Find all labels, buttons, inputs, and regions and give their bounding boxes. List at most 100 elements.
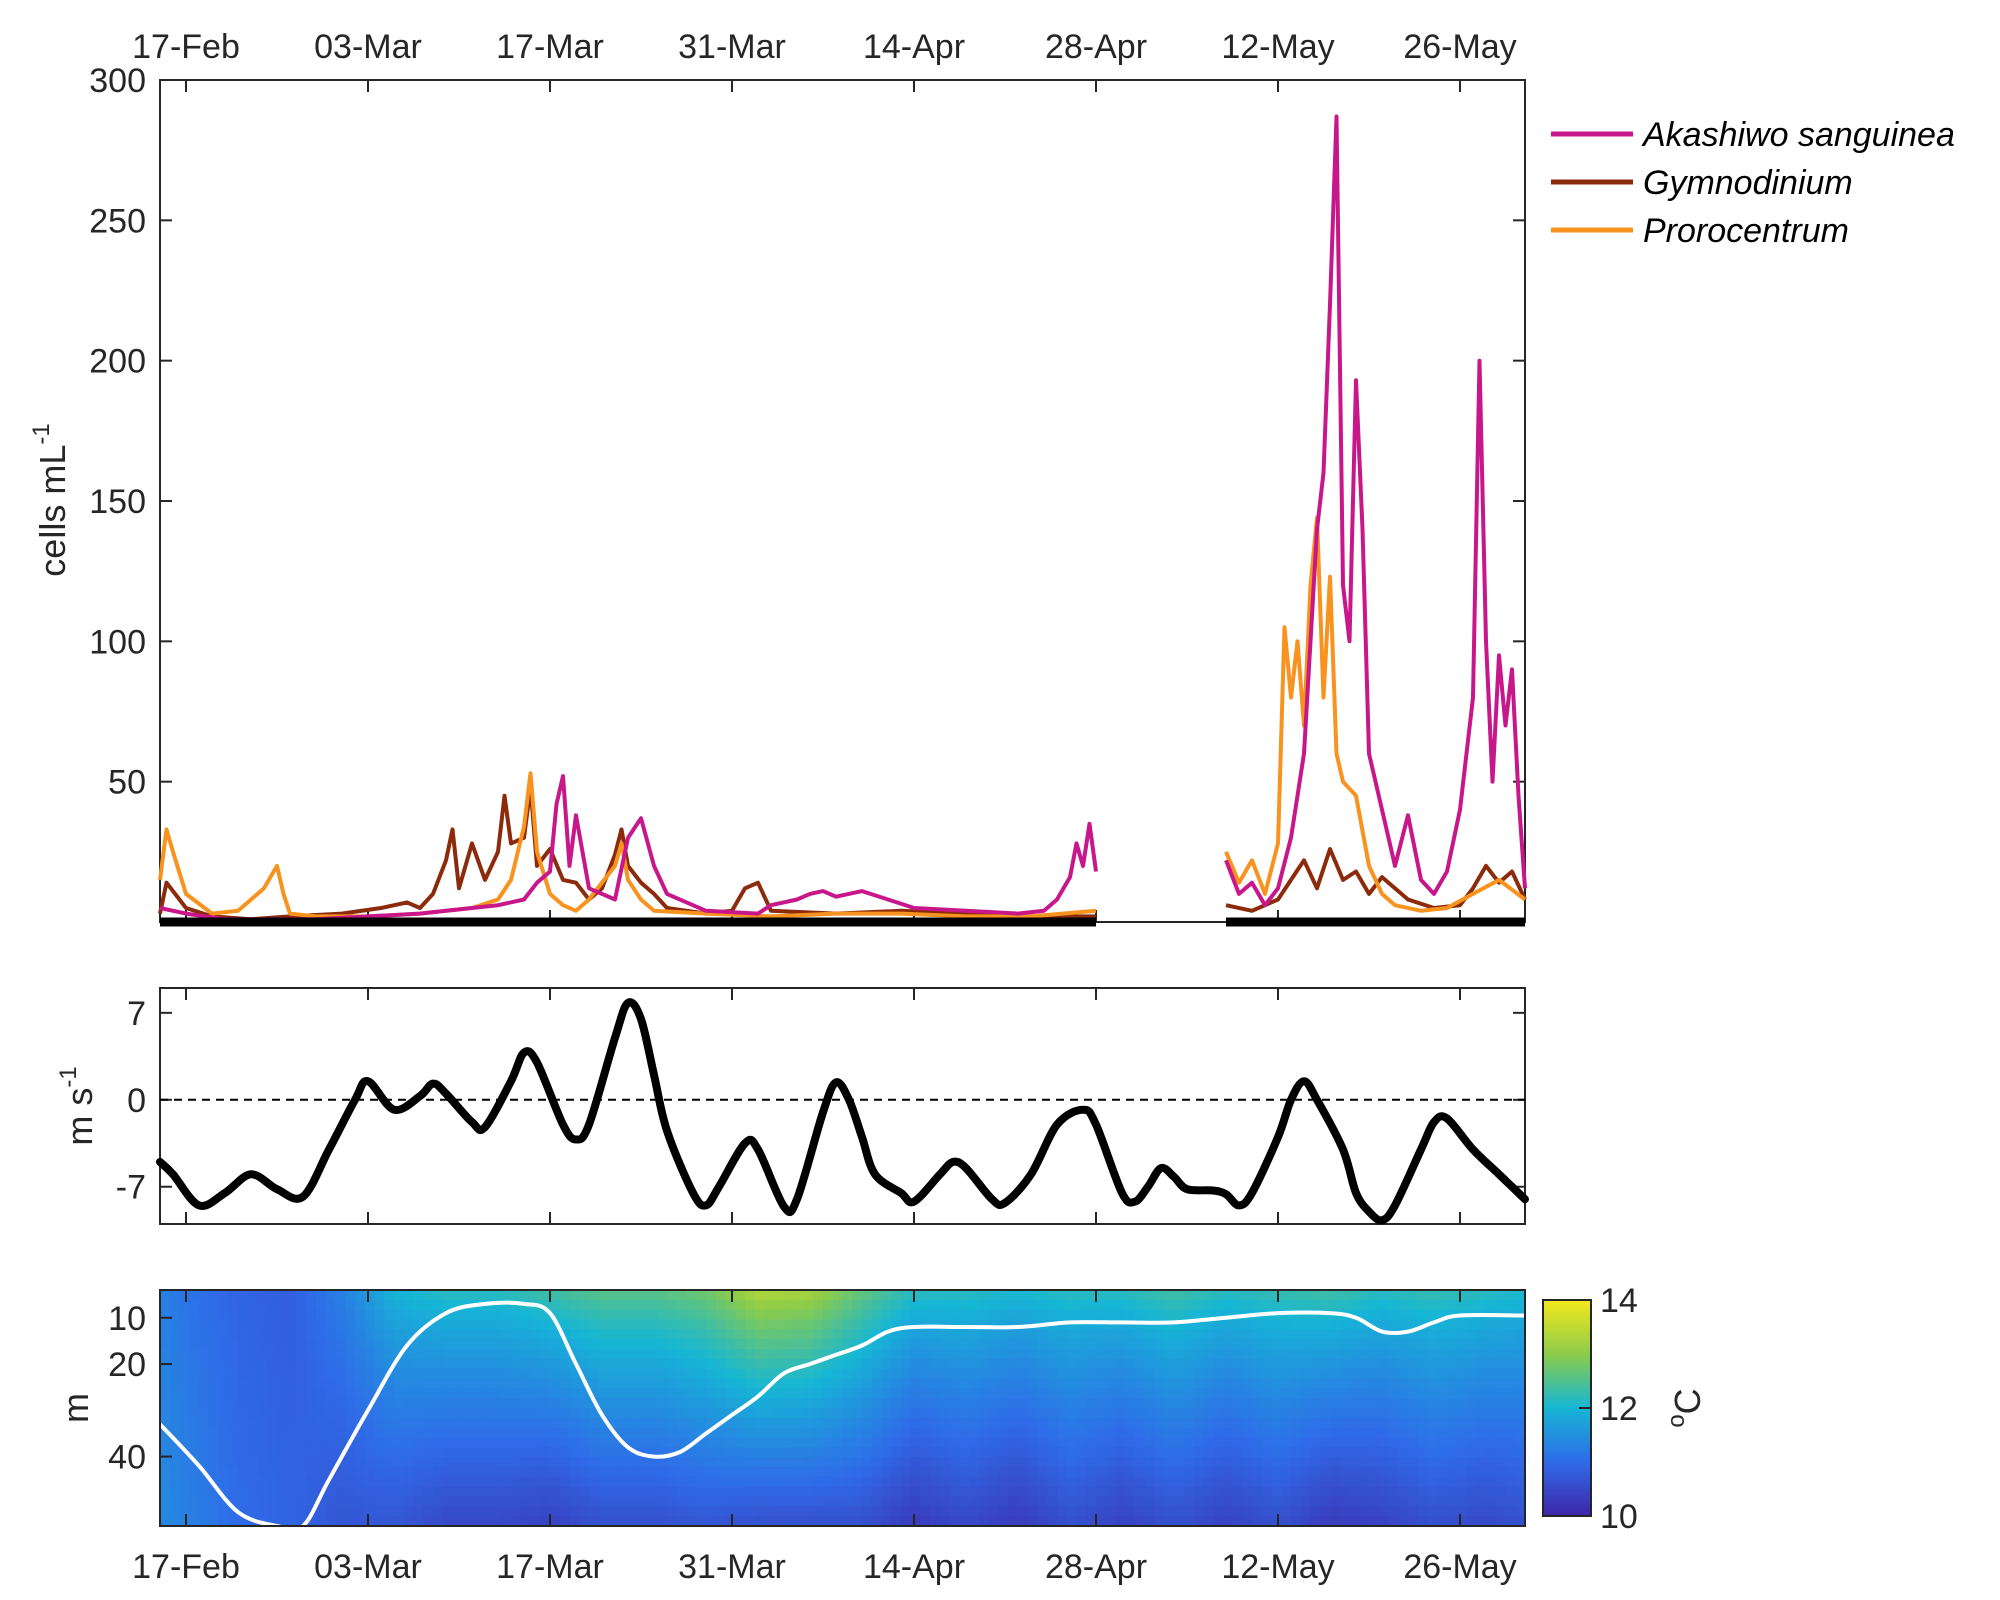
heatmap-cell [1495,1398,1507,1409]
heatmap-cell [745,1447,756,1458]
heatmap-cell [1144,1358,1156,1370]
heatmap-cell [1291,1476,1302,1488]
heatmap-cell [1369,1388,1380,1399]
heatmap-cell [832,1378,844,1390]
heatmap-cell [1066,1447,1078,1458]
heatmap-cell [228,1457,239,1468]
heatmap-cell [364,1486,376,1498]
heatmap-cell [540,1349,551,1360]
heatmap-cell [1398,1309,1409,1321]
heatmap-cell [1320,1467,1331,1478]
heatmap-cell [267,1506,278,1517]
heatmap-cell [1154,1516,1166,1526]
heatmap-cell [1232,1486,1244,1498]
heatmap-cell [842,1457,854,1468]
heatmap-cell [793,1408,805,1419]
heatmap-cell [1495,1467,1507,1478]
heatmap-cell [1222,1447,1234,1458]
heatmap-cell [1213,1467,1224,1478]
heatmap-cell [335,1388,347,1399]
heatmap-cell [940,1476,951,1488]
heatmap-cell [1066,1358,1078,1370]
heatmap-cell [1066,1417,1078,1429]
heatmap-cell [530,1476,542,1488]
heatmap-cell [803,1299,815,1311]
heatmap-cell [247,1319,259,1331]
heatmap-cell [862,1437,873,1449]
heatmap-cell [940,1427,951,1439]
heatmap-cell [199,1349,210,1360]
heatmap-cell [316,1309,327,1321]
heatmap-cell [1378,1339,1390,1350]
heatmap-cell [472,1516,483,1526]
heatmap-cell [1096,1329,1107,1340]
heatmap-cell [959,1467,971,1478]
heatmap-cell [1047,1417,1058,1429]
heatmap-cell [520,1476,532,1488]
heatmap-cell [267,1467,278,1478]
heatmap-cell [501,1329,512,1340]
heatmap-cell [764,1506,776,1517]
heatmap-cell [1476,1339,1487,1350]
heatmap-cell [1339,1358,1351,1370]
heatmap-cell [1398,1496,1409,1508]
heatmap-cell [1037,1467,1049,1478]
heatmap-cell [774,1378,785,1390]
heatmap-cell [345,1467,356,1478]
heatmap-cell [725,1417,737,1429]
heatmap-cell [413,1467,425,1478]
heatmap-cell [637,1486,649,1498]
heatmap-cell [325,1309,337,1321]
heatmap-cell [1261,1476,1273,1488]
heatmap-cell [559,1467,571,1478]
heatmap-cell [1281,1339,1292,1350]
heatmap-cell [569,1290,581,1301]
heatmap-cell [793,1437,805,1449]
heatmap-cell [706,1398,717,1409]
heatmap-cell [628,1358,639,1370]
heatmap-cell [754,1309,766,1321]
heatmap-cell [764,1486,776,1498]
heatmap-cell [618,1516,629,1526]
heatmap-cell [286,1290,298,1301]
heatmap-cell [267,1476,278,1488]
heatmap-cell [1291,1437,1302,1449]
heatmap-cell [784,1476,795,1488]
heatmap-cell [472,1398,483,1409]
heatmap-cell [1300,1457,1312,1468]
heatmap-cell [1349,1467,1361,1478]
heatmap-cell [1388,1437,1400,1449]
heatmap-cell [1096,1319,1107,1331]
heatmap-cell [1261,1408,1273,1419]
heatmap-cell [1466,1417,1478,1429]
heatmap-cell [452,1437,464,1449]
heatmap-cell [1066,1486,1078,1498]
heatmap-cell [1427,1516,1439,1526]
heatmap-cell [842,1339,854,1350]
heatmap-cell [1154,1408,1166,1419]
heatmap-cell [442,1516,454,1526]
heatmap-cell [423,1329,434,1340]
heatmap-cell [433,1299,444,1311]
heatmap-cell [218,1398,230,1409]
heatmap-cell [501,1417,512,1429]
heatmap-cell [511,1329,522,1340]
heatmap-cell [813,1417,824,1429]
heatmap-cell [1330,1368,1341,1380]
heatmap-cell [238,1516,249,1526]
heatmap-cell [628,1516,639,1526]
heatmap-cell [1300,1427,1312,1439]
heatmap-cell [199,1339,210,1350]
heatmap-cell [345,1476,356,1488]
heatmap-cell [1291,1417,1302,1429]
heatmap-cell [793,1467,805,1478]
heatmap-cell [218,1368,230,1380]
heatmap-cell [316,1427,327,1439]
heatmap-cell [1320,1447,1331,1458]
heatmap-cell [189,1388,200,1399]
heatmap-cell [1417,1408,1429,1419]
heatmap-cell [1096,1437,1107,1449]
heatmap-cell [1281,1299,1292,1311]
heatmap-cell [238,1506,249,1517]
heatmap-cell [1027,1349,1039,1360]
